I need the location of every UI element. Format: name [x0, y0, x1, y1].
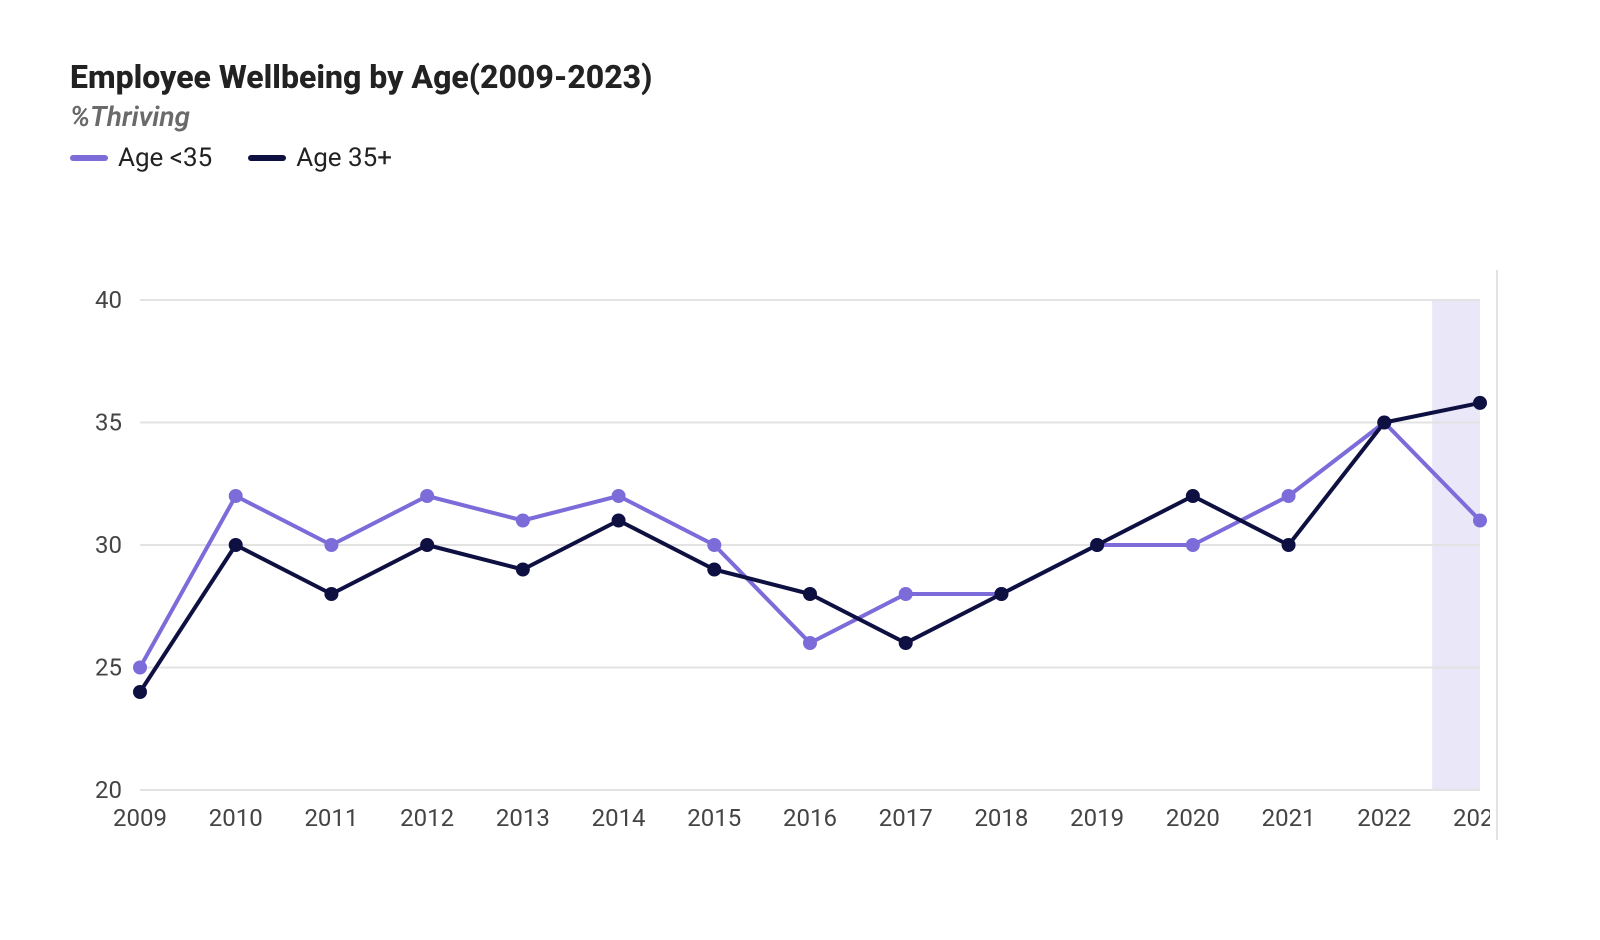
series-marker — [324, 587, 338, 601]
legend-swatch-35-plus — [248, 155, 286, 161]
x-tick-label: 2019 — [1070, 804, 1124, 832]
series-marker — [1186, 538, 1200, 552]
series-marker — [994, 587, 1008, 601]
x-tick-label: 2016 — [783, 804, 837, 832]
x-tick-label: 2009 — [113, 804, 167, 832]
legend-label-under-35: Age <35 — [118, 143, 212, 173]
x-tick-label: 2013 — [496, 804, 550, 832]
x-tick-label: 2012 — [400, 804, 454, 832]
y-tick-label: 30 — [95, 531, 122, 559]
legend-item-35-plus: Age 35+ — [248, 143, 392, 173]
chart-title: Employee Wellbeing by Age(2009-2023) — [70, 58, 1560, 96]
x-tick-label: 2015 — [687, 804, 741, 832]
series-marker — [899, 587, 913, 601]
series-marker — [420, 538, 434, 552]
series-marker — [133, 685, 147, 699]
series-marker — [516, 563, 530, 577]
y-tick-label: 35 — [95, 409, 122, 437]
x-tick-label: 2023 — [1453, 804, 1490, 832]
series-marker — [707, 563, 721, 577]
legend-swatch-under-35 — [70, 155, 108, 161]
series-marker — [1186, 489, 1200, 503]
x-tick-label: 2022 — [1357, 804, 1411, 832]
series-marker — [516, 514, 530, 528]
series-marker — [1377, 416, 1391, 430]
plot-right-border — [1496, 270, 1498, 840]
series-marker — [1473, 514, 1487, 528]
x-tick-label: 2017 — [879, 804, 933, 832]
line-chart-svg: 20 25 30 35 40 2009 2010 2011 2012 2013 2014 2015 20… — [70, 270, 1490, 840]
series-marker — [1282, 538, 1296, 552]
series-marker — [803, 587, 817, 601]
series-marker — [899, 636, 913, 650]
y-tick-label: 25 — [95, 654, 122, 682]
x-tick-label: 2011 — [304, 804, 358, 832]
x-tick-label: 2014 — [592, 804, 646, 832]
series-marker — [1090, 538, 1104, 552]
series-marker — [1282, 489, 1296, 503]
x-tick-label: 2021 — [1262, 804, 1316, 832]
series-marker — [229, 489, 243, 503]
series-marker — [612, 514, 626, 528]
series-marker — [229, 538, 243, 552]
x-tick-label: 2018 — [974, 804, 1028, 832]
chart-plot-area: 20 25 30 35 40 2009 2010 2011 2012 2013 2014 2015 20… — [70, 270, 1490, 840]
series-marker — [707, 538, 721, 552]
y-tick-label: 20 — [95, 776, 122, 804]
chart-container: Employee Wellbeing by Age(2009-2023) %Th… — [0, 0, 1600, 940]
series-marker — [1473, 396, 1487, 410]
chart-subtitle: %Thriving — [70, 100, 1560, 133]
series-marker — [612, 489, 626, 503]
y-tick-label: 40 — [95, 286, 122, 314]
series-marker — [803, 636, 817, 650]
legend-item-under-35: Age <35 — [70, 143, 212, 173]
x-tick-label: 2020 — [1166, 804, 1220, 832]
series-marker — [420, 489, 434, 503]
x-tick-label: 2010 — [209, 804, 263, 832]
series-marker — [324, 538, 338, 552]
series-marker — [133, 661, 147, 675]
legend-label-35-plus: Age 35+ — [296, 143, 392, 173]
legend: Age <35 Age 35+ — [70, 143, 1560, 173]
